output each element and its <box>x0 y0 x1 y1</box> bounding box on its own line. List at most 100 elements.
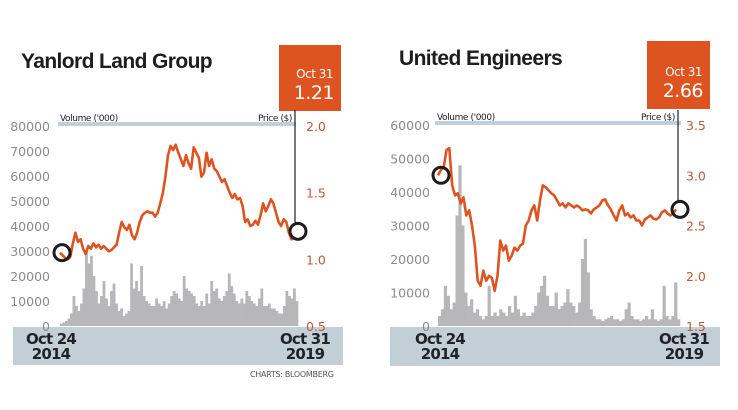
volume-bar <box>210 281 214 326</box>
volume-bar <box>215 288 219 326</box>
volume-bar <box>220 301 224 326</box>
volume-bar <box>505 315 509 326</box>
x-end-date: Oct 31 <box>658 330 710 348</box>
volume-bar <box>627 302 631 326</box>
volume-bar <box>440 309 445 326</box>
badge-value: 1.21 <box>293 82 335 104</box>
volume-bar <box>67 318 71 326</box>
axis-caption-strip <box>435 121 681 125</box>
volume-bar <box>117 311 121 326</box>
volume-bar <box>142 296 146 326</box>
volume-bar <box>100 296 103 326</box>
volume-bar <box>125 313 128 326</box>
volume-bar <box>195 303 199 326</box>
volume-bar <box>102 281 106 326</box>
volume-bar <box>185 288 189 326</box>
x-start-year: 2014 <box>31 345 71 363</box>
x-end-year: 2019 <box>285 345 325 363</box>
volume-bar <box>225 291 229 326</box>
volume-bar <box>97 303 101 326</box>
x-axis-band-united-engineers: Oct 24 2014 Oct 31 2019 <box>390 327 720 366</box>
volume-bar <box>671 315 675 326</box>
volume-bar <box>207 303 211 326</box>
volume-bar <box>222 296 226 326</box>
volume-bar <box>493 312 497 326</box>
volume-tick-label: 40000 <box>10 219 50 234</box>
volume-bar <box>545 295 550 326</box>
volume-bar <box>127 311 131 326</box>
volume-bar <box>478 315 483 326</box>
volume-tick-label: 50000 <box>390 152 430 167</box>
volume-bar <box>150 306 153 326</box>
volume-bar <box>557 309 561 326</box>
volume-bar <box>205 293 209 326</box>
x-end-label: Oct 31 2019 <box>654 332 714 362</box>
volume-bar <box>639 320 643 326</box>
volume-bar <box>292 288 296 326</box>
volume-bar <box>659 319 663 326</box>
volume-bar <box>560 305 564 326</box>
volume-bar <box>245 291 249 326</box>
volume-bar <box>110 291 113 326</box>
price-axis-label: Price ($) <box>641 113 675 123</box>
x-start-date: Oct 24 <box>25 330 77 348</box>
volume-bar <box>656 320 660 326</box>
volume-bar <box>285 291 289 326</box>
x-start-date: Oct 24 <box>414 330 466 348</box>
volume-bar <box>167 303 171 326</box>
volume-bar <box>95 291 98 326</box>
price-line <box>436 146 678 293</box>
volume-bar <box>647 319 652 326</box>
volume-bar <box>455 215 459 326</box>
volume-bar <box>630 315 634 326</box>
volume-bar <box>610 315 614 326</box>
volume-bar <box>170 296 174 326</box>
volume-bar <box>85 251 88 326</box>
volume-bar <box>287 296 291 326</box>
volume-tick-label: 70000 <box>10 144 50 159</box>
volume-tick-label: 0 <box>42 319 50 334</box>
volume-tick-label: 20000 <box>390 252 430 267</box>
volume-bar <box>540 285 544 326</box>
volume-bar <box>295 301 299 326</box>
volume-tick-label: 60000 <box>10 169 50 184</box>
volume-bar <box>554 292 558 326</box>
volume-bar <box>122 316 126 326</box>
price-tick-label: 2.5 <box>686 219 706 234</box>
volume-tick-label: 30000 <box>10 244 50 259</box>
volume-bar <box>601 320 605 326</box>
volume-bar <box>212 291 216 326</box>
volume-bar <box>563 302 567 326</box>
volume-bar <box>282 306 286 326</box>
chart-title-united-engineers: United Engineers <box>399 47 563 70</box>
volume-bar <box>490 315 494 326</box>
volume-bar <box>87 263 91 326</box>
badge-value: 2.66 <box>662 80 704 102</box>
volume-bar <box>487 285 491 326</box>
volume-bar <box>70 313 73 326</box>
volume-bar <box>160 306 164 326</box>
x-end-year: 2019 <box>664 345 704 363</box>
volume-tick-label: 10000 <box>10 294 50 309</box>
volume-bar <box>458 165 462 326</box>
volume-bar <box>137 291 141 326</box>
x-end-label: Oct 31 2019 <box>275 332 335 362</box>
volume-bar <box>551 305 555 326</box>
price-tick-label: 2.0 <box>306 119 326 134</box>
volume-bar <box>112 283 116 326</box>
volume-bar <box>449 309 453 326</box>
price-tick-label: 3.5 <box>686 118 706 133</box>
volume-bar <box>60 323 63 326</box>
volume-bar <box>272 308 276 326</box>
volume-bar <box>621 319 625 326</box>
volume-bar <box>107 306 111 326</box>
volume-bar <box>475 309 480 326</box>
volume-bar <box>172 291 176 326</box>
price-tick-label: 1.5 <box>306 186 326 201</box>
volume-bar <box>470 299 474 326</box>
x-start-label: Oct 24 2014 <box>410 332 470 362</box>
price-tick-label: 1.0 <box>306 252 326 267</box>
volume-bar <box>607 317 611 327</box>
volume-bar <box>577 302 582 326</box>
volume-bar <box>481 319 485 326</box>
